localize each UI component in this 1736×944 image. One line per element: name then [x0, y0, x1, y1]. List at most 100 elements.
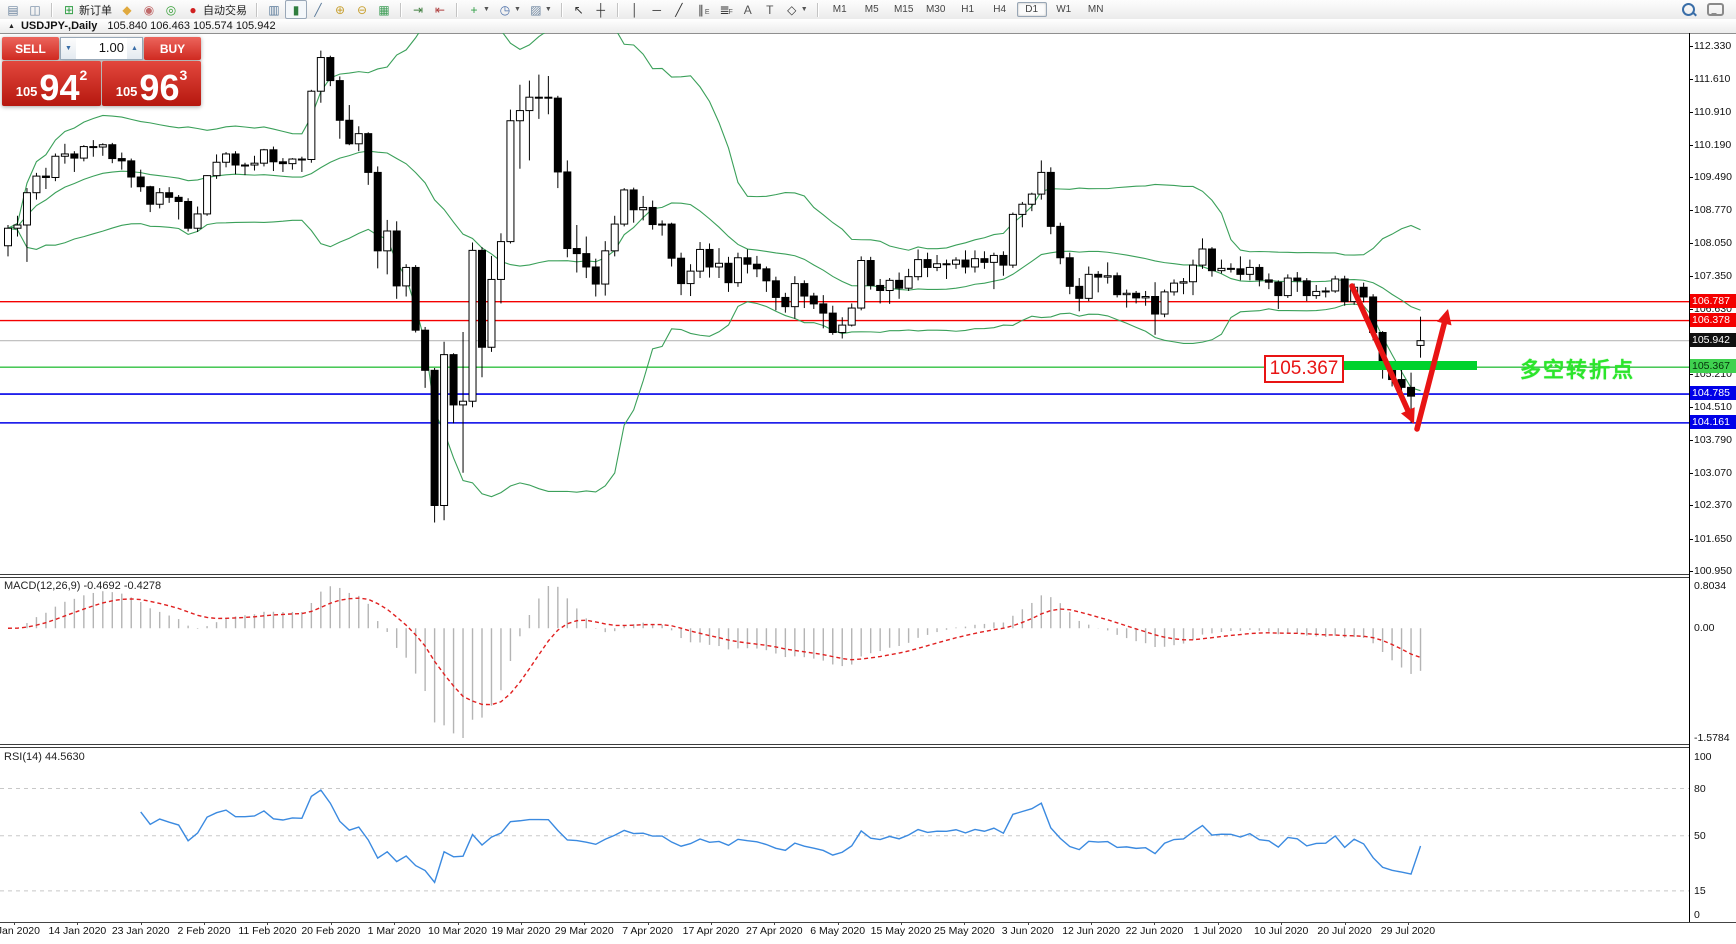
timeframe-d1[interactable]: D1	[1016, 2, 1047, 17]
new-chart-icon[interactable]: ▤	[2, 0, 24, 19]
time-tick-mark	[140, 922, 142, 925]
price-tick-mark	[1690, 308, 1693, 310]
sell-button[interactable]: SELL	[2, 37, 59, 60]
buy-price-box[interactable]: 105 96 3	[102, 61, 201, 106]
periods-button[interactable]: ◷ ▼	[499, 2, 521, 17]
rsi-axis-label: 15	[1694, 884, 1706, 897]
text-label-icon[interactable]: T	[759, 0, 781, 19]
arrows-button[interactable]: ◇ ▼	[781, 0, 812, 19]
trendline-icon[interactable]: ╱	[668, 0, 690, 19]
timeframe-m30[interactable]: M30	[925, 4, 946, 15]
timeframe-m5[interactable]: M5	[864, 4, 879, 15]
cursor-icon[interactable]: ↖	[568, 0, 590, 19]
autotrading-button[interactable]: ● 自动交易	[182, 0, 251, 19]
rsi-axis-label: 0	[1694, 908, 1700, 921]
templates-button[interactable]: ▨ ▼	[530, 2, 552, 17]
arrows-button: ◇	[787, 2, 797, 17]
time-tick-label: 27 Apr 2020	[745, 925, 803, 937]
chart-shift-icon: ⇤	[434, 2, 446, 17]
price-tick-mark	[1690, 210, 1693, 212]
text-icon[interactable]: A	[737, 0, 759, 19]
zoom-out-icon: ⊖	[356, 2, 368, 17]
vertical-line-icon[interactable]: │	[624, 0, 646, 19]
crosshair-icon[interactable]: ┼	[590, 0, 612, 19]
time-axis[interactable]: 5 Jan 2020 14 Jan 2020 23 Jan 2020 2 Feb 20…	[0, 922, 1736, 941]
price-tick-mark	[1690, 46, 1693, 47]
rsi-pane[interactable]	[0, 748, 1689, 921]
sell-price-sup: 2	[79, 67, 88, 83]
main-chart-pane[interactable]	[0, 33, 1689, 574]
pane-separator[interactable]	[0, 577, 1689, 578]
tile-windows-icon[interactable]: ▦	[373, 0, 395, 19]
sell-price-box[interactable]: 105 94 2	[2, 61, 101, 106]
horizontal-line-icon[interactable]: ─	[646, 0, 668, 19]
candlestick-chart-icon[interactable]: ▮	[285, 0, 307, 19]
price-level-label: 105.367	[1690, 359, 1736, 374]
price-tick-mark	[1690, 79, 1693, 81]
price-tick-mark	[1690, 374, 1693, 376]
buy-price-big: 96	[139, 67, 180, 108]
signals-icon[interactable]: ◎	[160, 0, 182, 19]
macd-pane[interactable]	[0, 578, 1689, 744]
time-tick-mark	[77, 922, 79, 925]
price-tick-mark	[1690, 538, 1693, 540]
time-tick-mark	[520, 922, 522, 925]
zoom-out-icon[interactable]: ⊖	[351, 0, 373, 19]
timeframe-h4[interactable]: H4	[993, 4, 1007, 15]
metaeditor-icon[interactable]: ◆	[116, 0, 138, 19]
trendline-icon: ╱	[675, 2, 683, 17]
profiles-icon[interactable]: ◫	[24, 0, 46, 19]
fibonacci-icon[interactable]: ≣ F	[719, 2, 733, 17]
price-tick-mark	[1690, 275, 1693, 277]
time-tick-label: 17 Apr 2020	[682, 925, 740, 937]
volume-up-button[interactable]: ▲	[127, 38, 142, 59]
rsi-axis-label: 80	[1694, 782, 1706, 795]
time-tick-mark	[901, 922, 903, 925]
line-chart-icon[interactable]: ╱	[307, 0, 329, 19]
time-tick-label: 6 May 2020	[810, 925, 866, 937]
time-tick-mark	[457, 922, 459, 925]
buy-button[interactable]: BUY	[144, 37, 201, 60]
zoom-in-icon[interactable]: ⊕	[329, 0, 351, 19]
timeframe-m15[interactable]: M15	[893, 4, 914, 15]
chart-shift-icon[interactable]: ⇤	[429, 0, 451, 19]
collapse-icon[interactable]: ▲	[8, 22, 15, 30]
pane-separator[interactable]	[0, 747, 1689, 748]
price-tick-label: 109.490	[1694, 171, 1732, 184]
new-order-button[interactable]: ⊞ 新订单	[63, 2, 112, 17]
volume-input[interactable]: 1.00	[98, 40, 124, 55]
time-tick-mark	[774, 922, 776, 925]
price-tick-label: 102.370	[1694, 499, 1732, 512]
pane-separator[interactable]	[0, 744, 1689, 745]
timeframe-h1[interactable]: H1	[961, 4, 975, 15]
chart-ohlc-readout: 105.840 106.463 105.574 105.942	[107, 20, 276, 32]
price-tick-label: 103.790	[1694, 433, 1732, 446]
price-axis[interactable]: 112.330 111.610 110.910 110.190 109.490 108.7…	[1690, 0, 1736, 944]
feedback-chat-icon[interactable]	[1707, 3, 1724, 16]
price-annotation-box[interactable]: 105.367	[1264, 355, 1344, 383]
time-tick-label: 15 May 2020	[870, 925, 932, 937]
market-icon[interactable]: ◉	[138, 0, 160, 19]
equidistant-channel-icon[interactable]: ∥ E	[690, 0, 714, 19]
new-order-button: ⊞	[63, 2, 75, 17]
turning-point-annotation[interactable]: 多空转折点	[1520, 359, 1635, 382]
time-tick-label: 10 Jul 2020	[1254, 925, 1309, 937]
search-icon[interactable]	[1682, 3, 1695, 16]
auto-scroll-icon[interactable]: ⇥	[407, 0, 429, 19]
volume-down-button[interactable]: ▼	[61, 38, 76, 59]
timeframe-m1[interactable]: M1	[832, 4, 847, 15]
chart-symbol-title: USDJPY-,Daily	[20, 20, 98, 32]
buy-price-sup: 3	[179, 67, 188, 83]
timeframe-mn[interactable]: MN	[1087, 4, 1104, 15]
pane-separator[interactable]	[0, 574, 1689, 575]
sell-price-big: 94	[39, 67, 80, 108]
price-level-label: 104.785	[1690, 386, 1736, 401]
indicators-button[interactable]: + ▼	[463, 0, 494, 19]
periods-button: ◷	[499, 2, 511, 17]
signals-icon: ◎	[165, 2, 177, 17]
bar-chart-icon: ▥	[268, 2, 280, 17]
bar-chart-icon[interactable]: ▥	[263, 0, 285, 19]
price-tick-label: 100.950	[1694, 565, 1732, 577]
crosshair-icon: ┼	[596, 2, 606, 17]
timeframe-w1[interactable]: W1	[1056, 4, 1072, 15]
